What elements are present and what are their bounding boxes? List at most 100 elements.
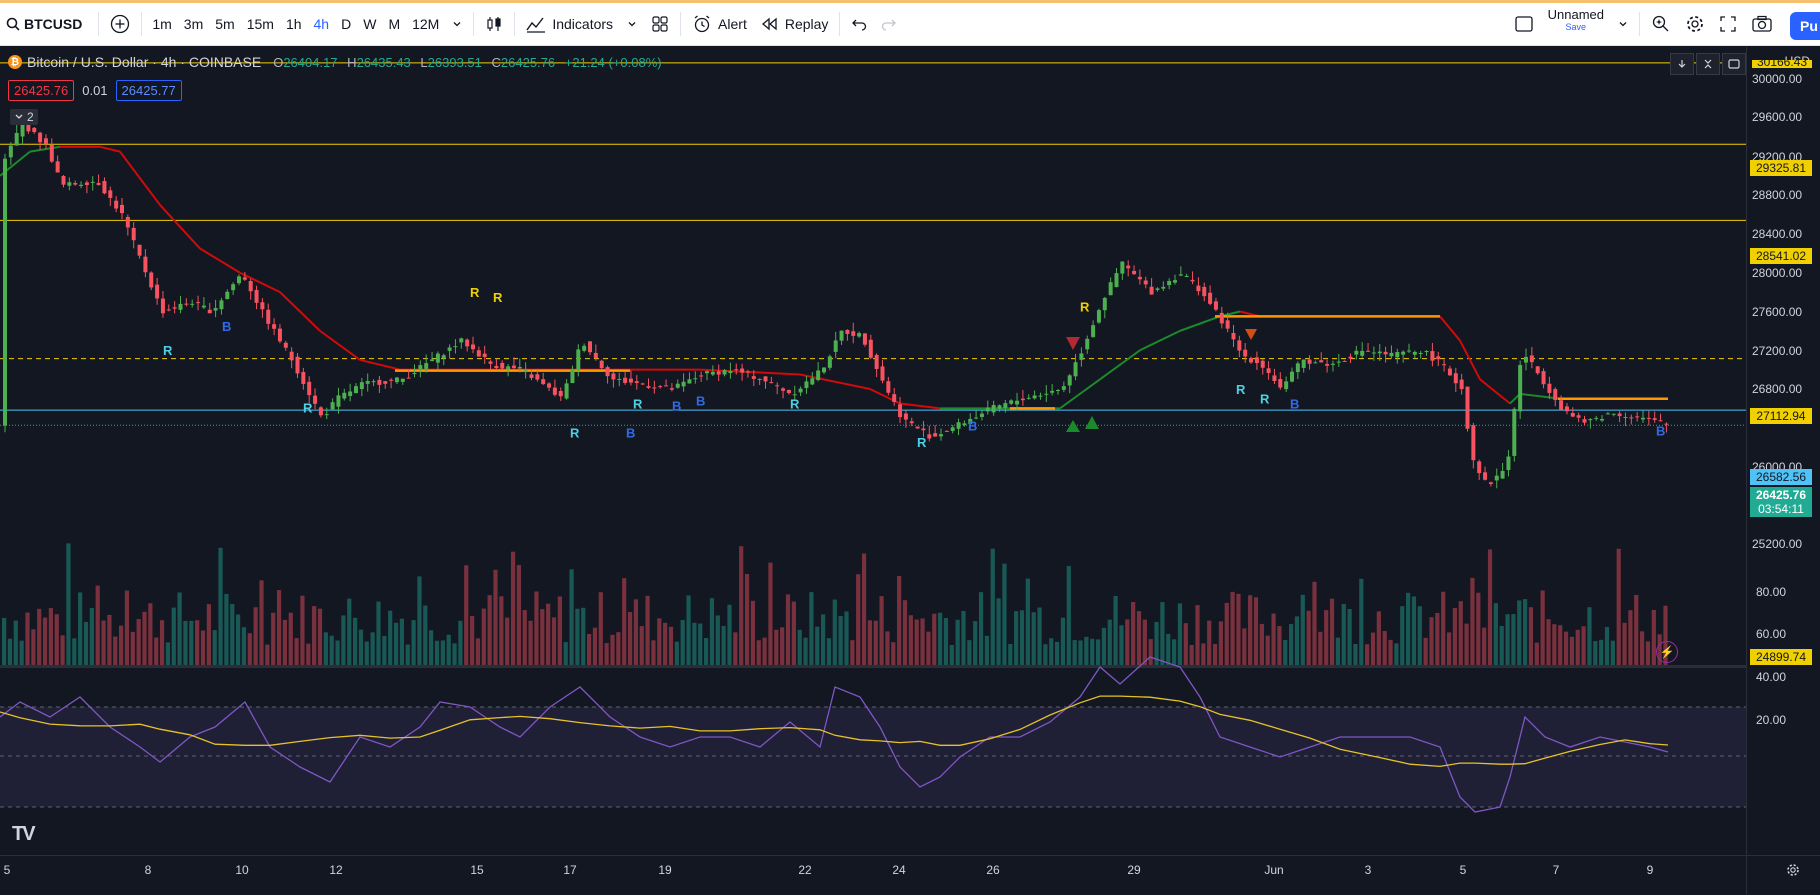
volume-bar — [1031, 612, 1036, 665]
candle-body — [1412, 351, 1417, 355]
lightning-icon[interactable]: ⚡ — [1656, 641, 1678, 663]
candle-body — [231, 284, 236, 291]
candle-body — [1190, 279, 1195, 282]
timeframe-4h[interactable]: 4h — [313, 16, 330, 32]
volume-bar — [733, 632, 738, 665]
redo-button[interactable] — [874, 8, 904, 40]
chart-settings-button[interactable] — [1786, 863, 1800, 880]
candle-body — [295, 356, 300, 374]
timeframe-w[interactable]: W — [363, 16, 377, 32]
symbol-title[interactable]: Bitcoin / U.S. Dollar · 4h · COINBASE — [27, 54, 262, 70]
candle-body — [1266, 368, 1271, 373]
volume-bar — [1189, 644, 1194, 665]
volume-bar — [1259, 623, 1264, 665]
candle-body — [1167, 281, 1172, 286]
timeframe-5m[interactable]: 5m — [215, 16, 235, 32]
price-tag-level: 24899.74 — [1750, 649, 1812, 665]
candle-body — [307, 381, 312, 396]
grid-icon — [652, 16, 668, 32]
volume-bar — [821, 614, 826, 665]
candle-body — [1564, 406, 1569, 412]
candle-body — [1342, 360, 1347, 362]
trailing-stop-line — [199, 247, 241, 274]
fullscreen-button[interactable] — [1712, 8, 1744, 40]
indicators-button[interactable]: Indicators — [519, 8, 620, 40]
trailing-stop-line — [359, 358, 401, 371]
templates-button[interactable] — [644, 8, 676, 40]
price-axis-tick: 25200.00 — [1752, 537, 1803, 551]
candle-body — [1219, 312, 1224, 324]
volume-bar — [1008, 643, 1013, 665]
candle-body — [20, 122, 25, 137]
timeframe-d[interactable]: D — [341, 16, 352, 32]
candle-body — [383, 381, 388, 384]
timeframe-1m[interactable]: 1m — [152, 16, 172, 32]
alarm-clock-icon — [694, 15, 710, 33]
volume-bar — [1446, 632, 1452, 665]
candle-body — [681, 381, 686, 387]
maximize-pane-button[interactable] — [1722, 53, 1746, 75]
volume-bar — [1324, 610, 1329, 665]
publish-button[interactable]: Pu — [1790, 12, 1820, 40]
layout-checkbox[interactable] — [1507, 8, 1541, 40]
volume-bar — [136, 619, 141, 665]
candle-body — [1453, 373, 1458, 384]
symbol-search-button[interactable]: BTCUSD — [0, 8, 94, 40]
volume-bar — [891, 642, 896, 665]
alert-button[interactable]: Alert — [685, 8, 754, 40]
snapshot-button[interactable] — [1744, 8, 1780, 40]
volume-bar — [546, 603, 551, 665]
tradingview-logo[interactable]: TV — [12, 823, 36, 845]
candle-body — [1143, 280, 1148, 285]
volume-bar — [575, 608, 580, 665]
candle-body — [1061, 386, 1066, 390]
chart-type-button[interactable] — [478, 8, 510, 40]
candle-body — [1313, 362, 1318, 364]
volume-bar — [19, 640, 24, 665]
candle-body — [14, 132, 19, 146]
timeframe-12m[interactable]: 12M — [412, 16, 440, 32]
pane-controls — [1668, 53, 1746, 75]
indicators-toggle[interactable]: 2 — [10, 109, 38, 125]
volume-bar — [1634, 594, 1639, 665]
price-axis-tick: 27600.00 — [1752, 305, 1803, 319]
volume-bar — [1037, 607, 1042, 665]
candle-body — [944, 430, 949, 432]
volume-bar — [1476, 592, 1481, 665]
settings-button[interactable] — [1678, 8, 1712, 40]
candle-body — [266, 309, 271, 324]
candle-body — [435, 353, 440, 363]
timeframe-15m[interactable]: 15m — [246, 16, 274, 32]
time-axis-label: 9 — [1646, 863, 1654, 877]
timeframe-3m[interactable]: 3m — [183, 16, 204, 32]
move-pane-down-button[interactable] — [1670, 53, 1694, 75]
layout-name-button[interactable]: Unnamed Save — [1541, 8, 1611, 40]
undo-button[interactable] — [844, 8, 874, 40]
volume-bar — [247, 633, 252, 665]
candle-body — [1354, 350, 1359, 355]
timeframe-1h[interactable]: 1h — [285, 16, 302, 32]
compare-symbol-button[interactable] — [103, 8, 137, 40]
price-axis-tick: 30000.00 — [1752, 72, 1803, 86]
timeframe-dropdown[interactable] — [445, 8, 469, 40]
trailing-stop-line — [239, 271, 281, 294]
sell-button[interactable]: 26425.76 — [8, 80, 75, 101]
candle-body — [576, 349, 581, 371]
volume-bar — [657, 618, 662, 665]
volume-bar — [1435, 612, 1440, 665]
indicators-dropdown[interactable] — [620, 8, 644, 40]
candle-body — [640, 383, 645, 385]
volume-bar — [1084, 636, 1089, 665]
candle-body — [476, 350, 481, 357]
rsi-axis-tick: 40.00 — [1756, 670, 1787, 684]
candle-body — [687, 379, 692, 384]
collapse-pane-button[interactable] — [1696, 53, 1720, 75]
timeframe-m[interactable]: M — [388, 16, 401, 32]
trailing-stop-line — [159, 204, 201, 250]
layout-dropdown[interactable] — [1611, 8, 1635, 40]
replay-button[interactable]: Replay — [754, 8, 836, 40]
quick-search-button[interactable] — [1644, 8, 1678, 40]
buy-button[interactable]: 26425.77 — [115, 80, 182, 101]
